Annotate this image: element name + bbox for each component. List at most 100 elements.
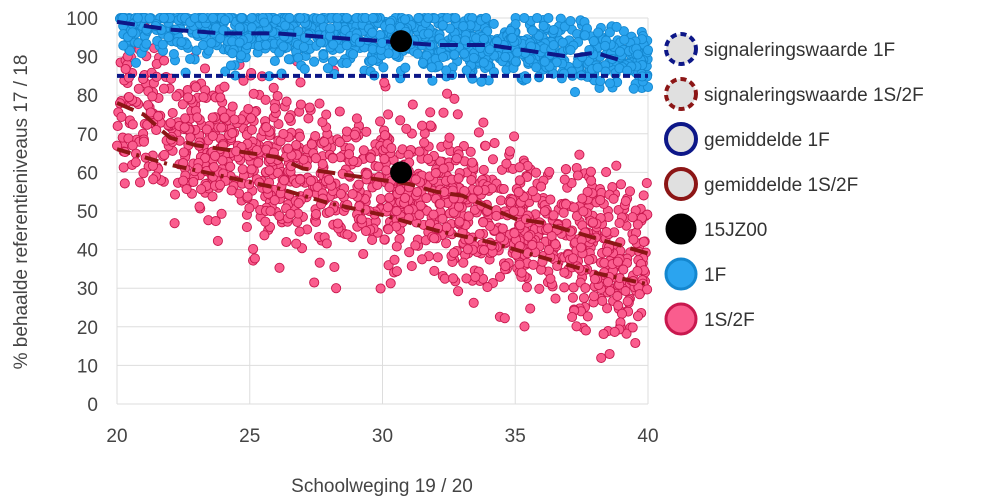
point-1s2f	[574, 149, 585, 160]
point-1f	[367, 27, 378, 38]
point-1s2f	[578, 206, 589, 217]
point-1s2f	[194, 201, 205, 212]
point-1s2f	[642, 284, 653, 295]
point-1s2f	[567, 292, 578, 303]
point-1s2f	[198, 92, 209, 103]
point-1f	[412, 48, 423, 59]
point-1s2f	[282, 143, 294, 154]
point-1s2f	[458, 257, 469, 268]
point-1s2f	[527, 186, 538, 197]
point-1s2f	[274, 210, 285, 222]
point-1s2f	[268, 82, 279, 93]
point-1s2f	[543, 244, 555, 256]
point-1s2f	[435, 198, 446, 209]
point-1s2f	[391, 206, 402, 217]
point-1s2f	[349, 129, 360, 140]
point-1s2f	[324, 206, 335, 217]
point-1s2f	[133, 83, 144, 94]
point-1f	[378, 62, 389, 73]
school-marker-15jz00	[390, 30, 413, 53]
point-1f	[507, 32, 518, 43]
point-1s2f	[596, 352, 607, 363]
point-1s2f	[331, 283, 342, 294]
point-1s2f	[536, 181, 547, 192]
point-1f	[269, 55, 280, 67]
point-1s2f	[401, 123, 412, 134]
point-1s2f	[216, 208, 227, 219]
point-1s2f	[391, 241, 402, 252]
point-1s2f	[279, 175, 290, 186]
point-1s2f	[601, 167, 612, 178]
point-1s2f	[604, 348, 615, 360]
point-1s2f	[361, 169, 372, 180]
point-1f	[315, 13, 326, 25]
point-1s2f	[641, 178, 652, 189]
point-1s2f	[406, 261, 417, 272]
line-gemiddelde-1f	[116, 19, 623, 63]
point-1s2f	[504, 146, 516, 157]
legend-label: signaleringswaarde 1F	[704, 40, 895, 61]
point-1s2f	[620, 286, 631, 297]
point-1f	[197, 12, 208, 24]
point-1f	[604, 78, 616, 89]
x-axis-title: Schoolweging 19 / 20	[291, 476, 473, 497]
point-1f	[531, 62, 542, 73]
point-1s2f	[294, 226, 305, 237]
legend-item: signaleringswaarde 1F	[664, 32, 895, 66]
point-1s2f	[632, 219, 643, 230]
point-1s2f	[245, 113, 257, 124]
point-1s2f	[295, 174, 306, 185]
point-1s2f	[482, 282, 493, 293]
point-1s2f	[453, 286, 464, 297]
point-1s2f	[304, 102, 315, 113]
point-1f	[450, 12, 461, 24]
point-1s2f	[630, 337, 641, 349]
point-1s2f	[468, 297, 479, 308]
point-1s2f	[327, 153, 338, 164]
point-1s2f	[285, 208, 296, 220]
point-1s2f	[463, 211, 474, 222]
point-1s2f	[602, 246, 613, 257]
point-1s2f	[509, 228, 520, 239]
point-1s2f	[151, 124, 162, 136]
point-1s2f	[602, 277, 614, 288]
point-1s2f	[622, 296, 633, 307]
point-1s2f	[291, 238, 302, 249]
point-1f	[315, 37, 326, 48]
point-1f	[246, 22, 257, 33]
point-1s2f	[521, 282, 532, 293]
point-1f	[593, 27, 604, 38]
point-1s2f	[217, 155, 228, 166]
point-1s2f	[264, 165, 275, 176]
point-1s2f	[179, 122, 190, 133]
y-tick-label: 50	[77, 202, 98, 223]
point-1f	[328, 39, 339, 50]
point-1s2f	[379, 153, 390, 164]
point-1s2f	[226, 185, 237, 196]
point-1s2f	[259, 230, 270, 241]
point-1f	[157, 39, 168, 50]
point-1f	[628, 83, 639, 94]
point-1s2f	[321, 109, 332, 120]
point-1s2f	[182, 92, 194, 103]
point-1s2f	[134, 177, 146, 188]
point-1f	[619, 34, 630, 45]
point-1f	[400, 62, 411, 73]
legend-label: 15JZ00	[704, 220, 767, 241]
point-1s2f	[343, 149, 355, 160]
point-1s2f	[319, 136, 330, 148]
point-1s2f	[248, 88, 259, 99]
point-1s2f	[419, 137, 430, 148]
point-1s2f	[201, 124, 212, 135]
point-1s2f	[495, 195, 506, 206]
point-1f	[527, 25, 538, 36]
point-1s2f	[291, 139, 302, 151]
point-1s2f	[215, 92, 226, 103]
point-1s2f	[159, 149, 170, 160]
point-1s2f	[432, 252, 443, 263]
point-1s2f	[613, 300, 624, 311]
point-1s2f	[334, 137, 345, 148]
y-tick-label: 40	[77, 241, 98, 262]
point-1s2f	[621, 328, 632, 339]
point-1f	[449, 49, 460, 60]
